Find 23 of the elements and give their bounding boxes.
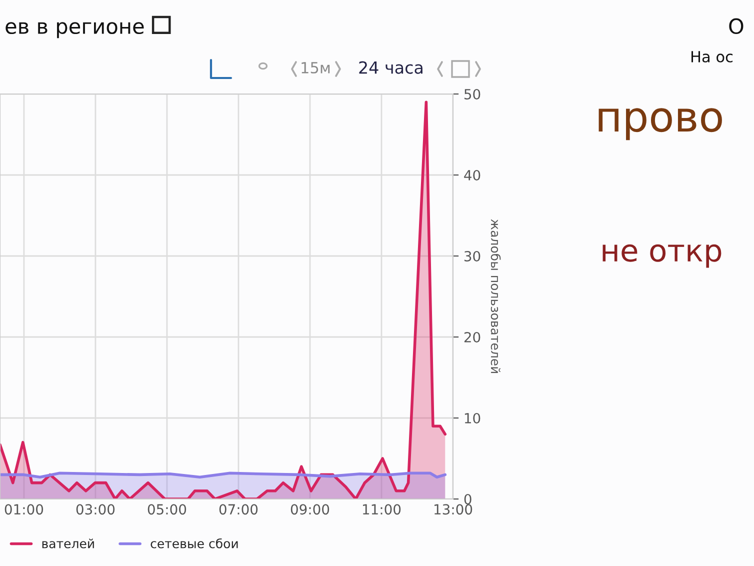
y-tick-label: 40 (464, 170, 480, 180)
text: На ос (692, 51, 733, 62)
y-axis-title: жалобы пользователей (490, 219, 501, 374)
x-tick-label: 07:00 (219, 504, 258, 515)
text: 24 часа (359, 61, 422, 74)
y-tick-label: 20 (464, 332, 480, 342)
y-tick-label: 30 (464, 250, 480, 262)
text: не откр (602, 244, 722, 268)
text: прово (598, 108, 722, 140)
text: 15м (302, 62, 330, 74)
y-tick-label: 0 (464, 494, 472, 504)
legend-label: вателей (42, 538, 94, 548)
x-tick-label: 13:00 (434, 504, 472, 515)
x-tick-label: 01:00 (4, 504, 44, 515)
y-tick-label: 50 (464, 88, 480, 100)
legend-label: сетевые сбои (150, 538, 238, 548)
x-tick-label: 03:00 (76, 504, 115, 515)
y-tick-label: 10 (464, 412, 480, 424)
x-tick-label: 11:00 (363, 504, 401, 515)
chart-title: ев в регионе (6, 22, 144, 38)
text: О (729, 18, 744, 34)
x-tick-label: 09:00 (290, 504, 330, 515)
x-tick-label: 05:00 (148, 504, 186, 515)
